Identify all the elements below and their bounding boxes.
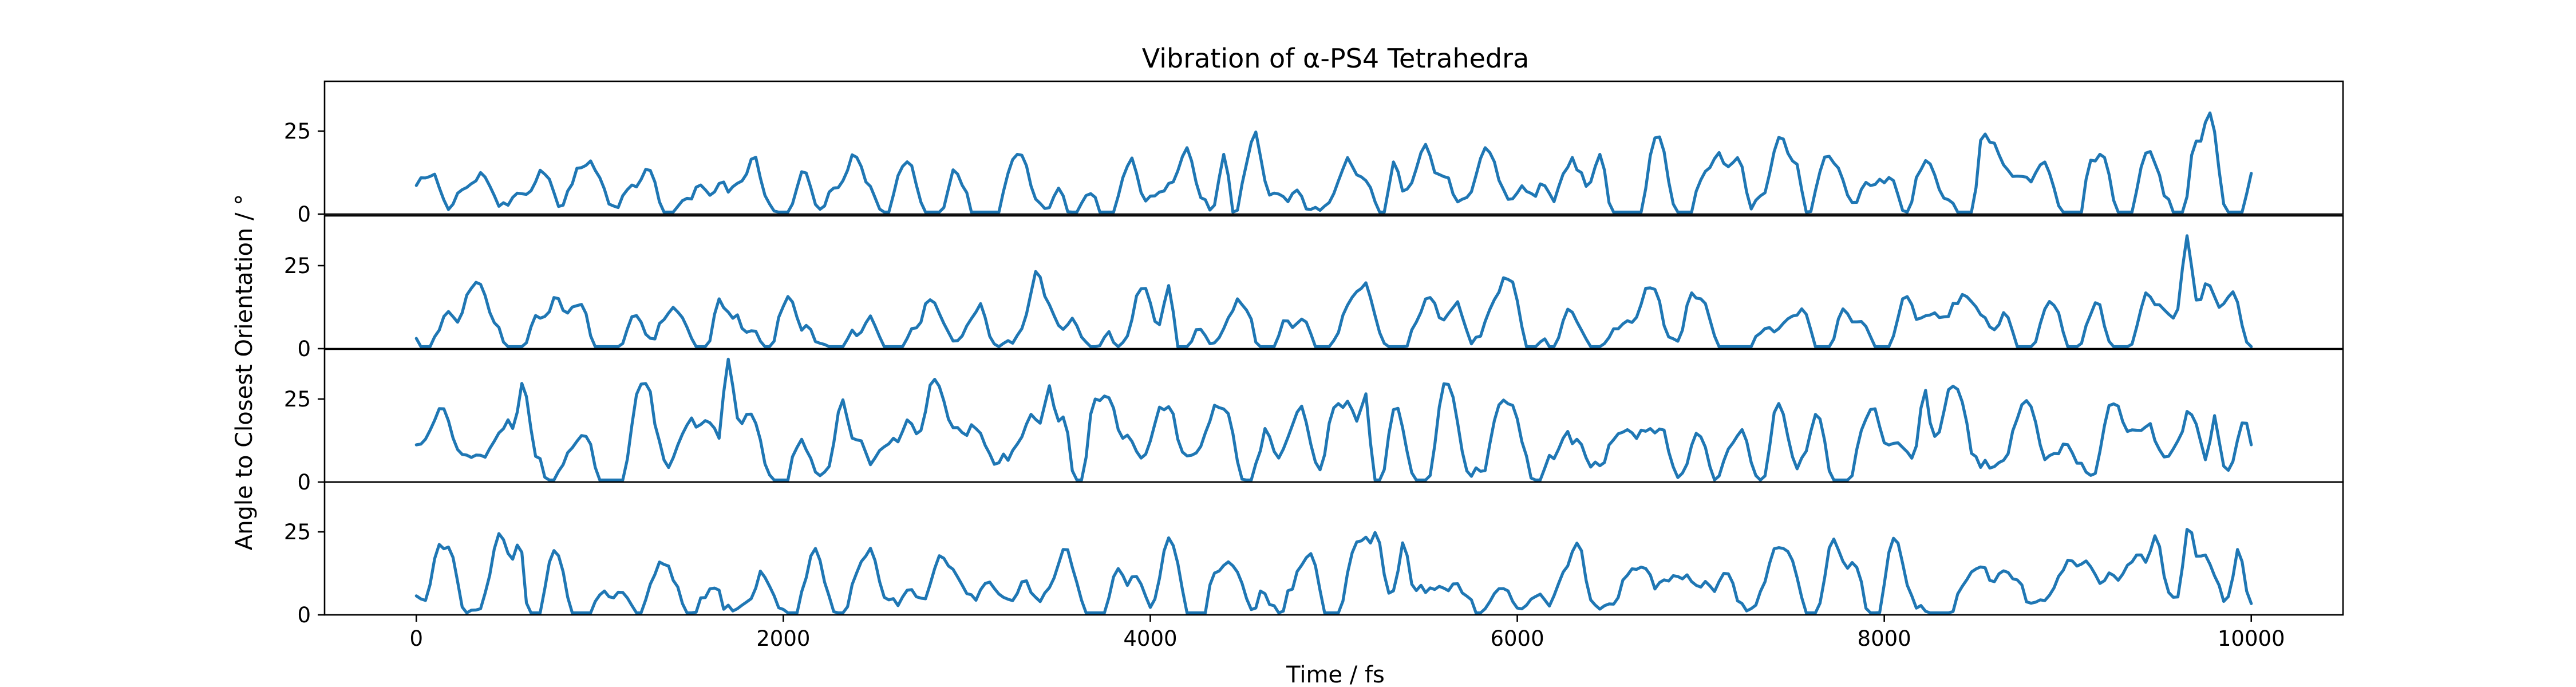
axes-frame-panel-4: [323, 481, 2344, 616]
y-tick-label-panel-2-0: 0: [297, 337, 311, 361]
subplot-1: 0 25: [284, 80, 2344, 227]
y-tick-label-panel-1-0: 0: [297, 202, 311, 227]
y-tick-label-panel-3-25: 25: [284, 387, 311, 412]
x-tick-label-10000: 10000: [2218, 626, 2285, 651]
subplots-group: 0 25 0 25 0 25 0 25 0 2000 4000 6000 8000 10000: [284, 80, 2344, 651]
x-tick-label-6000: 6000: [1490, 626, 1544, 651]
y-tick-label-panel-4-0: 0: [297, 603, 311, 627]
x-tick-label-2000: 2000: [756, 626, 810, 651]
y-axis-label: Angle to Closest Orientation / °: [231, 194, 258, 550]
subplot-4: 0 25: [284, 481, 2344, 627]
series-line-panel-4: [414, 528, 2253, 615]
y-tick-label-panel-3-0: 0: [297, 470, 311, 495]
x-axis-label: Time / fs: [1286, 662, 1385, 687]
series-line-panel-2: [414, 234, 2253, 349]
series-line-panel-3: [414, 357, 2253, 482]
chart-title: Vibration of α-PS4 Tetrahedra: [1142, 43, 1529, 74]
y-tick-label-panel-1-25: 25: [284, 119, 311, 144]
y-tick-label-panel-2-25: 25: [284, 254, 311, 278]
y-tick-label-panel-4-25: 25: [284, 520, 311, 544]
series-line-panel-1: [414, 111, 2253, 214]
x-tick-label-4000: 4000: [1123, 626, 1177, 651]
axes-frame-panel-1: [323, 80, 2344, 215]
x-tick-label-8000: 8000: [1858, 626, 1911, 651]
x-tick-label-0: 0: [409, 626, 423, 651]
